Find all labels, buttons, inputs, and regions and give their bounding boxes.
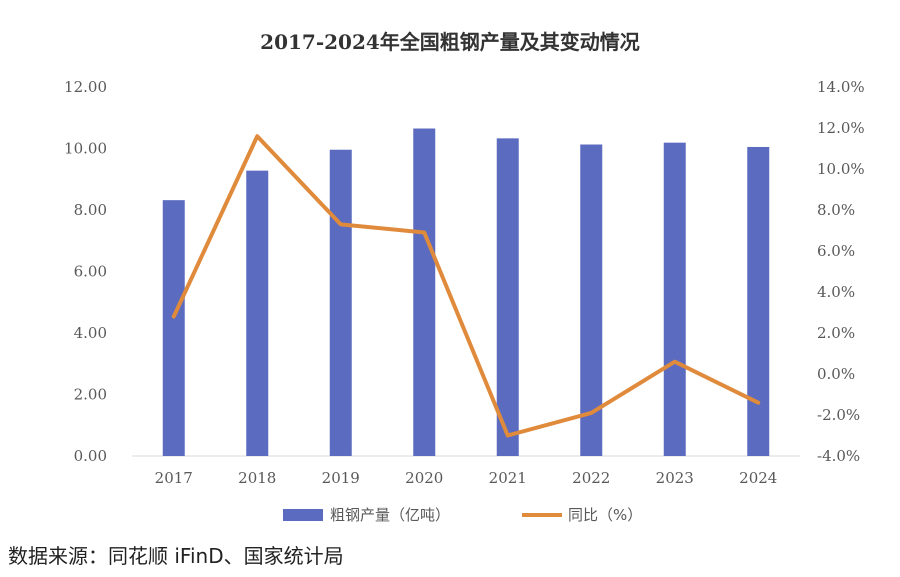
- y-right-tick-label: 0.0%: [817, 365, 855, 383]
- bar: [663, 142, 686, 456]
- y-right-tick-label: -4.0%: [817, 447, 860, 465]
- bar: [580, 144, 603, 456]
- y-right-axis: -4.0% -2.0% 0.0% 2.0% 4.0% 6.0% 8.0% 10.0% 12.0%…: [817, 78, 865, 465]
- bar: [413, 128, 436, 456]
- x-tick-label: 2022: [572, 469, 610, 487]
- legend-line-label: 同比（%）: [568, 506, 642, 524]
- x-tick-label: 2021: [489, 469, 527, 487]
- y-left-tick-label: 12.00: [64, 78, 107, 96]
- yoy-line: [171, 134, 761, 438]
- y-right-tick-label: 8.0%: [817, 201, 855, 219]
- bar: [747, 146, 770, 456]
- data-source-note: 数据来源：同花顺 iFinD、国家统计局: [8, 544, 344, 568]
- bar: [246, 170, 269, 456]
- x-tick-label: 2017: [155, 469, 193, 487]
- chart-title: 2017-2024年全国粗钢产量及其变动情况: [260, 30, 640, 54]
- legend-bar-label: 粗钢产量（亿吨）: [330, 506, 450, 524]
- y-right-tick-label: 12.0%: [817, 119, 865, 137]
- x-tick-label: 2024: [739, 469, 777, 487]
- y-left-tick-label: 2.00: [74, 386, 107, 404]
- bar: [329, 149, 352, 457]
- x-tick-label: 2020: [405, 469, 443, 487]
- y-left-tick-label: 8.00: [74, 201, 107, 219]
- legend: 粗钢产量（亿吨） 同比（%）: [283, 506, 642, 524]
- y-left-tick-label: 0.00: [74, 447, 107, 465]
- y-left-tick-label: 6.00: [74, 263, 107, 281]
- x-tick-label: 2018: [238, 469, 276, 487]
- y-left-axis: 0.00 2.00 4.00 6.00 8.00 10.00 12.00: [64, 78, 107, 465]
- bar: [162, 200, 185, 456]
- y-right-tick-label: 4.0%: [817, 283, 855, 301]
- y-right-tick-label: 14.0%: [817, 78, 865, 96]
- bar-series: [162, 128, 770, 457]
- y-right-tick-label: 6.0%: [817, 242, 855, 260]
- bar: [496, 138, 519, 457]
- line-series: [171, 134, 761, 438]
- x-tick-label: 2023: [656, 469, 694, 487]
- y-right-tick-label: 2.0%: [817, 324, 855, 342]
- y-left-tick-label: 4.00: [74, 324, 107, 342]
- y-left-tick-label: 10.00: [64, 140, 107, 158]
- y-right-tick-label: 10.0%: [817, 160, 865, 178]
- y-right-tick-label: -2.0%: [817, 406, 860, 424]
- legend-bar-swatch: [283, 509, 323, 521]
- x-tick-label: 2019: [322, 469, 360, 487]
- x-axis: 2017 2018 2019 2020 2021 2022 2023 2024: [155, 469, 778, 487]
